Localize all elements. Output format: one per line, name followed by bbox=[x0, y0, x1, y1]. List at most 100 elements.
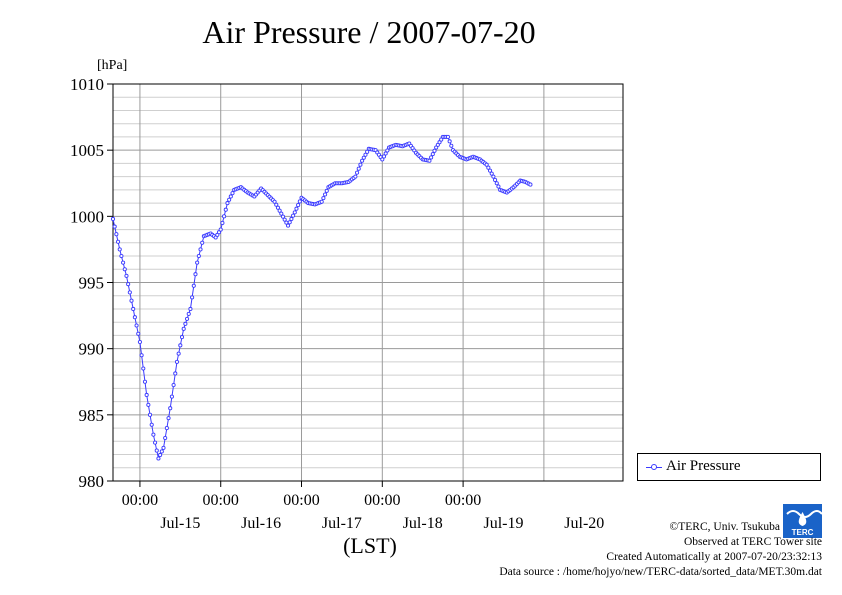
data-point bbox=[173, 371, 178, 376]
data-point bbox=[154, 448, 159, 453]
data-source-text: Data source : /home/hojyo/new/TERC-data/… bbox=[499, 566, 822, 578]
data-point bbox=[447, 139, 452, 144]
data-point bbox=[380, 157, 385, 162]
data-point bbox=[432, 148, 437, 153]
data-point bbox=[296, 203, 301, 208]
data-point bbox=[141, 366, 146, 371]
data-point bbox=[356, 166, 361, 171]
data-point bbox=[198, 247, 203, 252]
data-point bbox=[279, 211, 284, 216]
data-point bbox=[174, 359, 180, 364]
data-point bbox=[127, 290, 132, 295]
data-point bbox=[147, 412, 153, 417]
data-point bbox=[168, 406, 173, 411]
x-tick-time-label: 00:00 bbox=[283, 492, 319, 509]
data-point bbox=[164, 426, 169, 431]
data-point bbox=[153, 440, 158, 445]
data-point bbox=[381, 154, 387, 159]
svg-text:TERC: TERC bbox=[792, 528, 814, 537]
data-point bbox=[528, 182, 533, 187]
data-point bbox=[487, 168, 493, 173]
data-point bbox=[227, 197, 232, 202]
data-point bbox=[429, 155, 434, 160]
data-point bbox=[171, 383, 176, 388]
legend: Air Pressure bbox=[637, 453, 821, 481]
data-point bbox=[230, 191, 235, 196]
x-tick-date-label: Jul-19 bbox=[483, 515, 523, 532]
x-tick-date-label: Jul-17 bbox=[322, 515, 362, 532]
data-point bbox=[142, 379, 148, 384]
data-point bbox=[161, 445, 166, 450]
data-point bbox=[179, 335, 185, 340]
x-tick-date-label: Jul-15 bbox=[160, 515, 200, 532]
data-point bbox=[183, 321, 188, 326]
data-point bbox=[220, 220, 225, 225]
observed-site-text: Observed at TERC Tower site bbox=[683, 536, 822, 548]
series-line bbox=[112, 136, 531, 461]
data-point bbox=[156, 456, 161, 461]
data-point bbox=[287, 220, 292, 225]
data-point bbox=[365, 149, 370, 154]
data-point bbox=[355, 170, 360, 175]
data-point bbox=[275, 205, 281, 210]
data-point bbox=[484, 162, 489, 167]
data-point bbox=[496, 184, 501, 189]
y-tick-label: 995 bbox=[79, 274, 105, 293]
data-point bbox=[159, 449, 164, 454]
data-point bbox=[225, 201, 230, 206]
data-point bbox=[223, 207, 228, 212]
x-tick-time-label: 00:00 bbox=[202, 492, 238, 509]
created-timestamp-text: Created Automatically at 2007-07-20/23:3… bbox=[606, 551, 822, 563]
data-point bbox=[137, 339, 142, 345]
data-point bbox=[195, 260, 200, 265]
data-point bbox=[151, 432, 156, 437]
data-point bbox=[297, 199, 302, 204]
y-tick-label: 1005 bbox=[70, 141, 104, 160]
terc-logo: TERC bbox=[783, 504, 822, 538]
data-point bbox=[282, 217, 287, 222]
y-axis-label: [hPa] bbox=[97, 58, 127, 73]
data-point bbox=[126, 282, 131, 287]
data-point bbox=[136, 331, 141, 336]
data-point bbox=[196, 253, 201, 259]
grid-lines bbox=[113, 84, 623, 481]
data-point bbox=[324, 188, 329, 193]
y-axis-ticks: 980 985 990 995 1000 1005 1010 bbox=[70, 75, 113, 491]
data-point bbox=[144, 392, 149, 398]
data-point bbox=[323, 192, 328, 197]
data-point bbox=[146, 402, 151, 407]
data-point bbox=[285, 223, 291, 228]
legend-label-air-pressure: Air Pressure bbox=[666, 458, 741, 474]
data-point bbox=[134, 323, 139, 328]
data-point bbox=[289, 216, 294, 222]
data-point bbox=[294, 206, 299, 211]
data-point bbox=[169, 394, 174, 399]
data-point bbox=[319, 199, 324, 204]
chart-title: Air Pressure / 2007-07-20 bbox=[202, 14, 536, 50]
y-tick-label: 990 bbox=[79, 340, 105, 359]
data-point bbox=[361, 155, 366, 160]
data-point bbox=[427, 158, 432, 163]
data-point bbox=[277, 208, 282, 213]
data-point bbox=[430, 152, 435, 157]
data-point bbox=[186, 311, 191, 316]
x-tick-date-label: Jul-20 bbox=[564, 515, 604, 532]
y-tick-label: 980 bbox=[79, 472, 105, 491]
data-point bbox=[222, 214, 227, 219]
data-point bbox=[489, 171, 494, 176]
data-point bbox=[200, 240, 205, 245]
data-point bbox=[119, 253, 124, 259]
data-point bbox=[110, 216, 116, 222]
data-point bbox=[176, 351, 181, 356]
copyright-text: ©TERC, Univ. Tsukuba bbox=[669, 521, 780, 533]
data-point bbox=[363, 152, 368, 157]
data-point bbox=[353, 174, 358, 179]
data-point bbox=[191, 283, 196, 288]
data-point bbox=[122, 267, 127, 272]
data-point bbox=[166, 416, 171, 421]
data-point bbox=[274, 202, 279, 207]
data-point bbox=[185, 316, 190, 321]
data-point bbox=[188, 306, 193, 312]
data-point bbox=[292, 210, 297, 215]
